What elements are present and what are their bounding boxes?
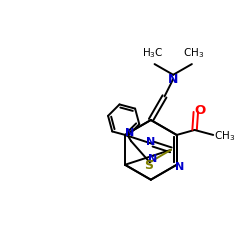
- Text: H$_3$C: H$_3$C: [142, 46, 163, 60]
- Text: N: N: [168, 72, 178, 86]
- Text: CH$_3$: CH$_3$: [183, 46, 204, 60]
- Text: N: N: [146, 137, 155, 147]
- Text: N: N: [148, 154, 157, 164]
- Text: N: N: [174, 162, 184, 172]
- Text: S: S: [144, 159, 153, 172]
- Text: O: O: [195, 104, 206, 117]
- Text: CH$_3$: CH$_3$: [214, 129, 236, 143]
- Text: N: N: [125, 128, 134, 138]
